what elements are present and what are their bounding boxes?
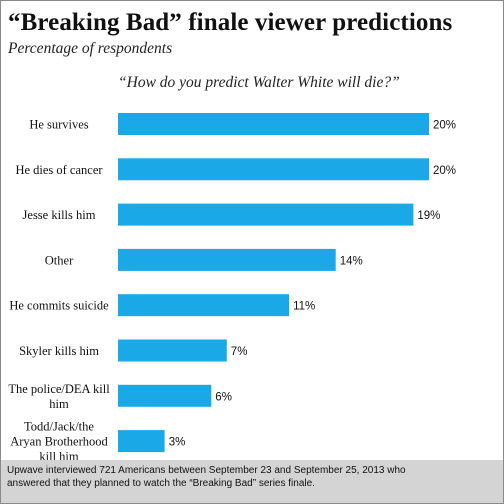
category-label-2: Jesse kills him [23,208,96,222]
category-label-1-line-0: He dies of cancer [15,163,103,177]
category-label-6-line-1: him [49,397,69,411]
footer-line-2: answered that they planned to watch the … [7,477,315,489]
chart-subtitle: Percentage of respondents [8,40,173,57]
category-label-7-line-2: kill him [39,450,79,460]
bar-1 [118,158,429,181]
value-label-4: 11% [293,301,315,313]
category-label-5-line-0: Skyler kills him [19,344,99,358]
category-label-0-line-0: He survives [29,118,88,132]
footer-note: Upwave interviewed 721 Americans between… [1,460,503,503]
bar-3 [118,248,336,271]
bar-6 [118,384,212,407]
bar-7 [118,430,165,453]
survey-question: “How do you predict Walter White will di… [118,74,400,91]
value-label-0: 20% [433,120,456,132]
category-label-7-line-0: Todd/Jack/the [24,420,94,434]
category-label-0: He survives [29,118,88,132]
category-label-7: Todd/Jack/the Aryan Brotherhood kill him [10,420,108,460]
category-label-1: He dies of cancer [15,163,103,177]
category-label-5: Skyler kills him [19,344,99,358]
category-label-3-line-0: Other [45,253,74,267]
category-label-3: Other [45,253,74,267]
value-label-3: 14% [340,255,363,267]
bar-0 [118,113,429,135]
category-label-2-line-0: Jesse kills him [23,208,96,222]
value-label-6: 6% [215,391,232,403]
value-label-7: 3% [169,437,186,449]
category-label-6: The police/DEA kill him [8,382,110,411]
category-label-6-line-0: The police/DEA kill [8,382,110,396]
category-label-4-line-0: He commits suicide [9,299,109,313]
category-label-4: He commits suicide [9,299,109,313]
bar-4 [118,294,290,317]
category-label-7-line-1: Aryan Brotherhood [10,435,108,449]
value-label-5: 7% [231,346,248,358]
bar-2 [118,203,414,226]
footer-line-1: Upwave interviewed 721 Americans between… [7,465,406,476]
bar-chart: 20% He survives 20% He dies of cancer 19% Jes… [8,113,456,460]
value-label-1: 20% [433,165,456,177]
chart-title: “Breaking Bad” finale viewer predictions [8,9,453,36]
bar-5 [118,339,227,362]
value-label-2: 19% [417,210,440,222]
